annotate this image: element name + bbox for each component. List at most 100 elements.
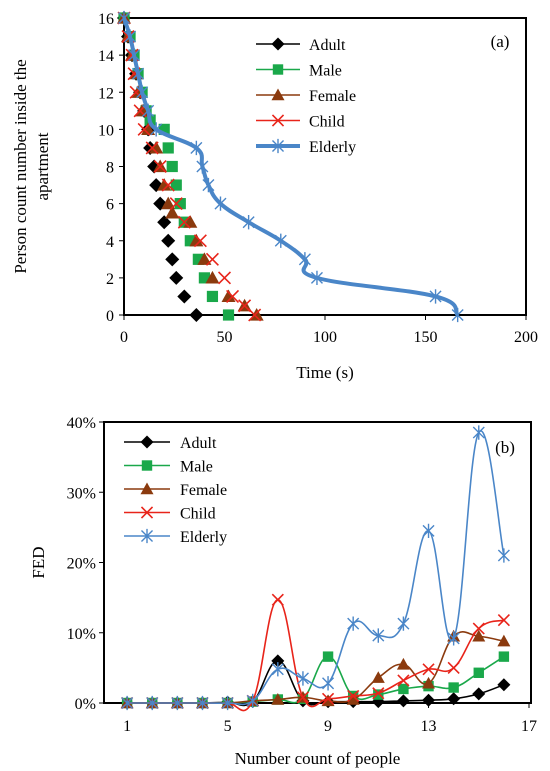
data-point: [271, 593, 284, 606]
data-point: [141, 122, 156, 135]
data-point: [161, 233, 176, 248]
data-point: [396, 694, 410, 708]
data-point: [121, 695, 134, 711]
data-point: [498, 651, 510, 662]
data-point: [472, 687, 486, 701]
series-line: [127, 430, 505, 706]
data-point: [169, 197, 183, 211]
legend-marker: [140, 528, 154, 544]
legend-label: Male: [309, 63, 342, 80]
legend-label: Adult: [180, 435, 217, 452]
legend-a: Adult Male Female Child Elderly: [256, 37, 356, 156]
data-point: [161, 178, 175, 192]
series-line: [127, 655, 505, 704]
chart-a: 0 2 4 6 8 10 12 14 16 0 50 100 150 200 Time (s) Person …: [11, 10, 538, 382]
legend-marker: [271, 37, 285, 51]
legend-marker: [140, 435, 154, 449]
data-point: [322, 676, 335, 691]
data-point: [472, 629, 486, 642]
legend-marker: [271, 114, 285, 127]
legend-label: Elderly: [309, 139, 356, 156]
data-point: [202, 177, 215, 193]
data-point: [205, 270, 220, 284]
data-point: [165, 252, 180, 267]
data-point: [169, 270, 184, 285]
data-point: [137, 122, 151, 136]
legend-marker: [272, 64, 284, 75]
panel-label-b: (b): [495, 438, 515, 457]
data-point: [447, 631, 460, 646]
series-child: [121, 593, 510, 712]
data-point: [296, 671, 309, 686]
legend-label: Female: [309, 88, 356, 105]
y-tick-label: 20%: [67, 556, 96, 573]
legend-marker: [271, 88, 285, 101]
x-tick-label: 1: [123, 718, 131, 735]
data-point: [310, 270, 323, 286]
data-point: [221, 289, 236, 303]
data-point: [142, 103, 155, 118]
y-tick-label: 4: [106, 234, 114, 251]
data-point: [205, 252, 219, 266]
data-point: [166, 160, 178, 173]
legend-label: Adult: [309, 37, 346, 54]
chart-b: 0% 10% 20% 30% 40% 1 5 9 13 17 Number count of peo…: [29, 415, 537, 768]
data-point: [422, 693, 436, 707]
data-point: [132, 66, 145, 81]
series-line: [127, 631, 505, 704]
x-tick-label: 9: [324, 718, 332, 735]
data-point: [150, 122, 163, 137]
legend-label: Elderly: [180, 529, 227, 546]
legend-label: Child: [180, 506, 216, 523]
data-point: [162, 142, 174, 154]
data-point: [371, 671, 385, 683]
data-point: [447, 661, 460, 674]
data-point: [447, 692, 461, 706]
data-point: [190, 140, 203, 156]
data-point: [222, 309, 235, 321]
data-point: [274, 233, 287, 248]
y-tick-label: 2: [106, 271, 114, 288]
data-point: [206, 290, 219, 303]
series-line: [127, 598, 505, 712]
legend-label: Male: [180, 459, 213, 476]
legend-b: Adult Male Female Child Elderly: [124, 435, 227, 546]
y-tick-label: 6: [106, 197, 114, 214]
data-point: [217, 271, 232, 285]
data-point: [448, 682, 459, 693]
series-elderly: [117, 10, 464, 323]
data-point: [189, 308, 204, 322]
data-point: [170, 179, 182, 191]
y-tick-label: 16: [98, 11, 114, 28]
data-point: [184, 235, 196, 247]
data-point: [497, 614, 510, 627]
data-point: [157, 178, 172, 191]
data-point: [398, 683, 409, 695]
data-point: [189, 233, 204, 247]
data-point: [174, 198, 186, 210]
data-point: [193, 234, 207, 248]
data-point: [422, 663, 435, 676]
data-point: [198, 272, 210, 284]
data-point: [242, 215, 255, 230]
data-point: [322, 651, 334, 662]
legend-marker: [140, 482, 154, 495]
data-point: [497, 634, 511, 647]
panel-label-a: (a): [491, 32, 510, 51]
data-point: [271, 654, 285, 668]
y-axis-title-line-1: Person count number inside the: [11, 59, 30, 273]
y-tick-label: 0: [106, 308, 114, 325]
data-point: [373, 689, 384, 700]
data-point: [372, 687, 385, 700]
y-tick-label: 0%: [75, 696, 96, 713]
data-point: [396, 657, 410, 670]
data-point: [146, 695, 159, 711]
data-point: [271, 692, 285, 705]
data-point: [497, 548, 510, 563]
data-point: [372, 628, 385, 643]
data-point: [221, 695, 234, 711]
data-point: [347, 616, 360, 631]
y-tick-label: 8: [106, 160, 114, 177]
data-point: [124, 29, 137, 44]
